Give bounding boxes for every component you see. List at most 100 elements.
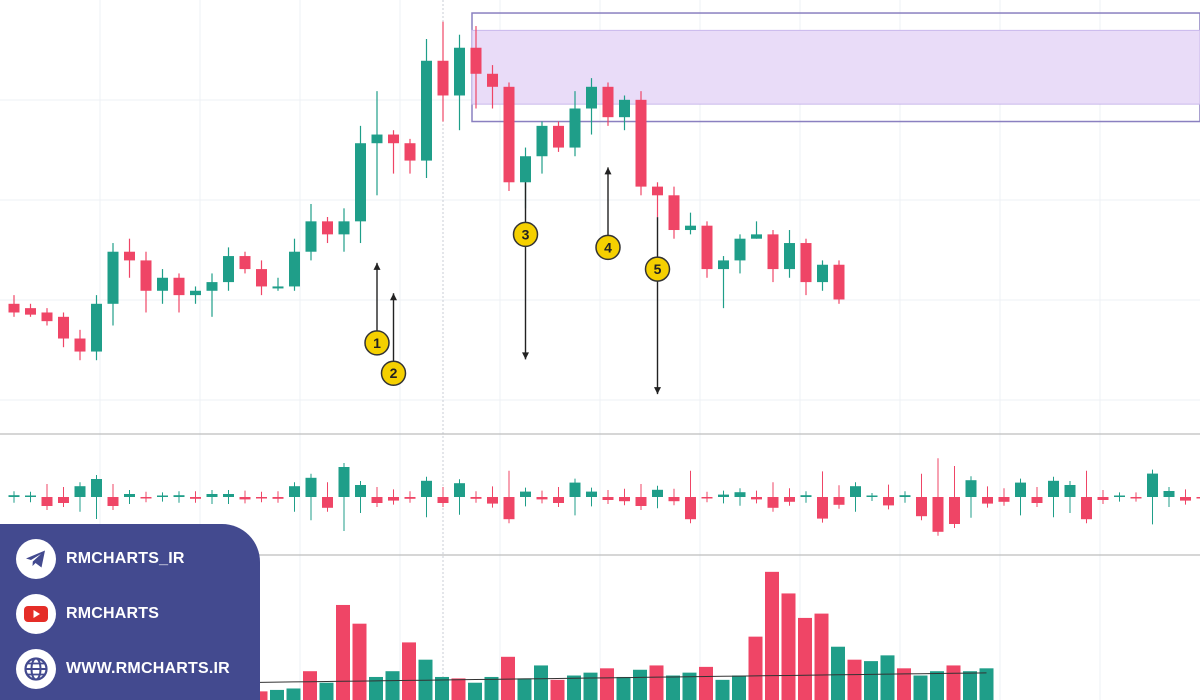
- oscillator-bar: [916, 497, 927, 517]
- candle: [652, 186, 663, 196]
- candle: [833, 264, 845, 300]
- volume-bar: [765, 571, 779, 700]
- oscillator-bar: [1064, 485, 1076, 497]
- oscillator-bar: [751, 497, 762, 500]
- oscillator-bar: [124, 494, 135, 497]
- candle: [305, 221, 317, 252]
- oscillator-bar: [338, 467, 350, 497]
- candle: [239, 256, 251, 270]
- oscillator-bar: [668, 497, 680, 502]
- candle: [553, 125, 564, 148]
- marker-badge: [364, 330, 390, 356]
- volume-bar: [616, 676, 631, 700]
- oscillator-bar: [982, 497, 993, 504]
- oscillator-bar: [817, 497, 828, 519]
- oscillator-bar: [8, 495, 20, 497]
- oscillator-bar: [74, 486, 86, 497]
- oscillator-bar: [454, 483, 465, 497]
- marker-label: 2: [390, 365, 398, 381]
- oscillator-bar: [784, 497, 795, 502]
- oscillator-bar: [949, 497, 960, 524]
- oscillator-bar: [140, 497, 152, 499]
- oscillator-bar: [91, 479, 102, 497]
- candle: [767, 234, 779, 270]
- oscillator-bar: [157, 495, 168, 497]
- candle: [41, 312, 53, 322]
- volume-bar: [402, 642, 416, 700]
- candle: [503, 86, 515, 183]
- telegram-link[interactable]: RMCHARTS_IR: [16, 539, 185, 579]
- candle: [569, 108, 581, 148]
- youtube-link[interactable]: RMCHARTS: [16, 594, 159, 634]
- volume-bar: [534, 665, 548, 700]
- youtube-handle: RMCHARTS: [66, 605, 160, 622]
- volume-bar: [550, 679, 565, 700]
- volume-bar: [517, 678, 532, 700]
- oscillator-bar: [1015, 482, 1026, 497]
- oscillator-bar: [25, 495, 36, 497]
- volume-bar: [732, 675, 746, 700]
- candle: [668, 195, 680, 231]
- volume-bar: [864, 661, 878, 700]
- volume-bar: [897, 668, 911, 700]
- website-link[interactable]: WWW.RMCHARTS.IR: [16, 649, 230, 689]
- marker-label: 4: [604, 239, 612, 255]
- candle: [817, 264, 828, 283]
- oscillator-bar: [272, 497, 284, 499]
- candle: [322, 221, 333, 235]
- youtube-icon: [16, 594, 56, 634]
- candle: [74, 338, 86, 352]
- oscillator-bar: [866, 495, 878, 497]
- oscillator-bar: [289, 486, 300, 497]
- volume-bar: [336, 604, 350, 700]
- candle: [437, 60, 449, 96]
- oscillator-bar: [1081, 497, 1092, 520]
- volume-bar: [699, 666, 713, 700]
- oscillator-bar: [371, 497, 383, 503]
- telegram-handle: RMCHARTS_IR: [66, 550, 185, 567]
- candle: [701, 225, 713, 270]
- marker-arrowhead: [373, 262, 381, 270]
- oscillator-bar: [487, 497, 498, 504]
- marker-badge: [380, 360, 407, 386]
- volume-bar: [253, 691, 268, 700]
- volume-bar: [946, 665, 961, 700]
- volume-bar: [979, 668, 994, 700]
- candle: [107, 251, 119, 304]
- oscillator-bar: [536, 497, 548, 500]
- candle: [520, 156, 531, 183]
- marker-label: 5: [654, 261, 662, 277]
- candle: [289, 251, 300, 287]
- volume-bar: [814, 613, 829, 700]
- oscillator-bar: [685, 497, 696, 520]
- candle: [223, 256, 234, 283]
- oscillator-bar: [58, 497, 69, 503]
- candle: [718, 260, 729, 270]
- candle: [734, 238, 746, 261]
- oscillator-bar: [586, 491, 597, 497]
- oscillator-bar: [437, 497, 449, 503]
- candle: [140, 260, 152, 291]
- oscillator-bar: [1048, 480, 1059, 497]
- candle: [58, 316, 69, 339]
- marker-label: 1: [373, 335, 381, 351]
- candle: [371, 134, 383, 144]
- volume-bar: [666, 675, 680, 700]
- oscillator-bar: [701, 497, 713, 499]
- oscillator-bar: [223, 494, 234, 497]
- oscillator-bar: [388, 497, 399, 501]
- candle: [91, 303, 102, 352]
- candle: [173, 277, 185, 296]
- volume-bar: [963, 671, 977, 700]
- candle: [635, 99, 647, 187]
- oscillator-bar: [619, 497, 630, 502]
- oscillator-bar: [718, 494, 729, 497]
- candle: [487, 73, 498, 87]
- oscillator-bar: [1031, 497, 1043, 503]
- candle: [602, 86, 614, 118]
- marker-label: 3: [522, 226, 530, 242]
- volume-bar: [583, 672, 598, 700]
- oscillator-bar: [1196, 497, 1200, 499]
- volume-bar: [715, 679, 730, 700]
- resistance-zone: [471, 29, 1200, 105]
